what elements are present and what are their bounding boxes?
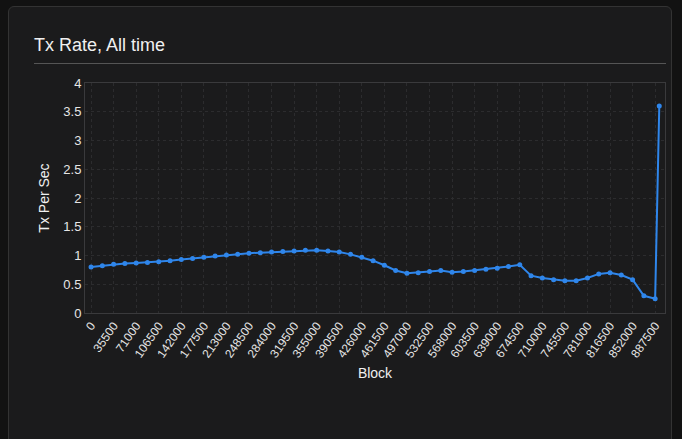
svg-text:816500: 816500 [583,319,618,360]
svg-text:532500: 532500 [402,319,437,360]
svg-text:213000: 213000 [199,319,234,360]
svg-text:319500: 319500 [267,319,302,360]
svg-text:781000: 781000 [560,319,595,360]
svg-text:4: 4 [74,76,81,91]
svg-text:745500: 745500 [538,319,573,360]
svg-text:71000: 71000 [113,319,144,355]
svg-text:2.5: 2.5 [63,162,81,177]
svg-text:1: 1 [74,248,81,263]
svg-text:852000: 852000 [606,319,641,360]
svg-text:3: 3 [74,133,81,148]
svg-text:710000: 710000 [515,319,550,360]
svg-text:35500: 35500 [90,319,121,355]
svg-text:142000: 142000 [154,319,189,360]
svg-text:355000: 355000 [290,319,325,360]
svg-text:887500: 887500 [628,319,663,360]
svg-text:177500: 177500 [177,319,212,360]
svg-text:674500: 674500 [493,319,528,360]
svg-text:0: 0 [74,306,81,321]
svg-text:284000: 284000 [244,319,279,360]
svg-text:3.5: 3.5 [63,104,81,119]
svg-text:Tx Per Sec: Tx Per Sec [36,163,52,232]
svg-text:426000: 426000 [335,319,370,360]
svg-text:390500: 390500 [312,319,347,360]
svg-text:Block: Block [358,365,393,381]
svg-text:568000: 568000 [425,319,460,360]
svg-text:603500: 603500 [448,319,483,360]
svg-text:248500: 248500 [222,319,257,360]
svg-text:0: 0 [83,319,98,333]
svg-text:1.5: 1.5 [63,219,81,234]
svg-text:639000: 639000 [470,319,505,360]
svg-text:106500: 106500 [132,319,167,360]
svg-text:497000: 497000 [380,319,415,360]
html-text:Tx Rate, All time: Tx Rate, All time [34,35,165,55]
svg-text:2: 2 [74,191,81,206]
svg-text:0.5: 0.5 [63,277,81,292]
svg-text:461500: 461500 [357,319,392,360]
